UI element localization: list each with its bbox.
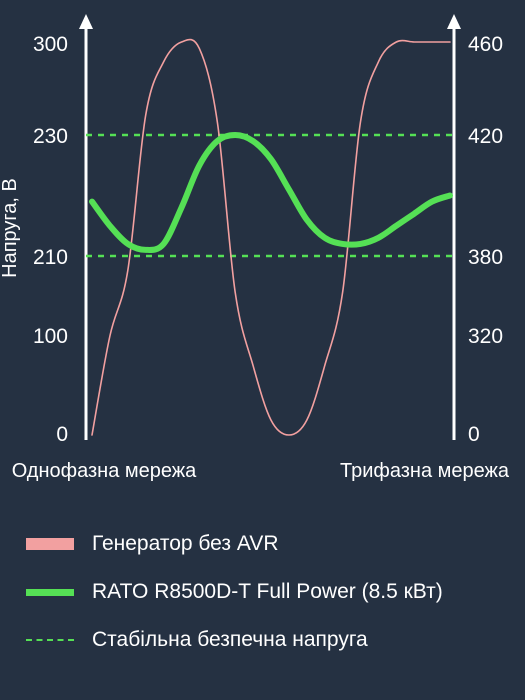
right-tick-380: 380	[468, 246, 503, 269]
generator-series-line	[91, 38, 451, 436]
legend-label-rato: RATO R8500D-T Full Power (8.5 кВт)	[92, 580, 443, 603]
legend-item-generator: Генератор без AVR	[26, 520, 443, 568]
legend: Генератор без AVR RATO R8500D-T Full Pow…	[26, 520, 443, 664]
legend-item-safe-voltage: Стабільна безпечна напруга	[26, 616, 443, 664]
voltage-chart: 300 230 210 100 0 460 420 380 320 0 Напр…	[0, 14, 510, 482]
right-tick-460: 460	[468, 33, 503, 56]
rato-series-line	[89, 132, 453, 253]
x-label-left: Однофазна мережа	[12, 460, 197, 482]
right-tick-0: 0	[468, 423, 480, 446]
legend-swatch-rato	[26, 588, 74, 596]
right-axis-arrow-icon	[447, 14, 461, 29]
left-tick-300: 300	[33, 33, 68, 56]
left-tick-0: 0	[56, 423, 68, 446]
legend-swatch-safe-voltage	[26, 639, 74, 641]
series-layer	[89, 38, 453, 436]
left-tick-100: 100	[33, 325, 68, 348]
legend-item-rato: RATO R8500D-T Full Power (8.5 кВт)	[26, 568, 443, 616]
x-label-right: Трифазна мережа	[340, 460, 510, 482]
legend-label-safe-voltage: Стабільна безпечна напруга	[92, 628, 368, 651]
legend-label-generator: Генератор без AVR	[92, 532, 279, 555]
left-axis-title: Напруга, В	[0, 178, 21, 278]
left-tick-210: 210	[33, 246, 68, 269]
left-axis-arrow-icon	[79, 14, 93, 29]
legend-swatch-generator	[26, 538, 74, 550]
right-tick-420: 420	[468, 125, 503, 148]
reference-lines	[86, 133, 454, 258]
right-tick-320: 320	[468, 325, 503, 348]
left-tick-230: 230	[33, 125, 68, 148]
